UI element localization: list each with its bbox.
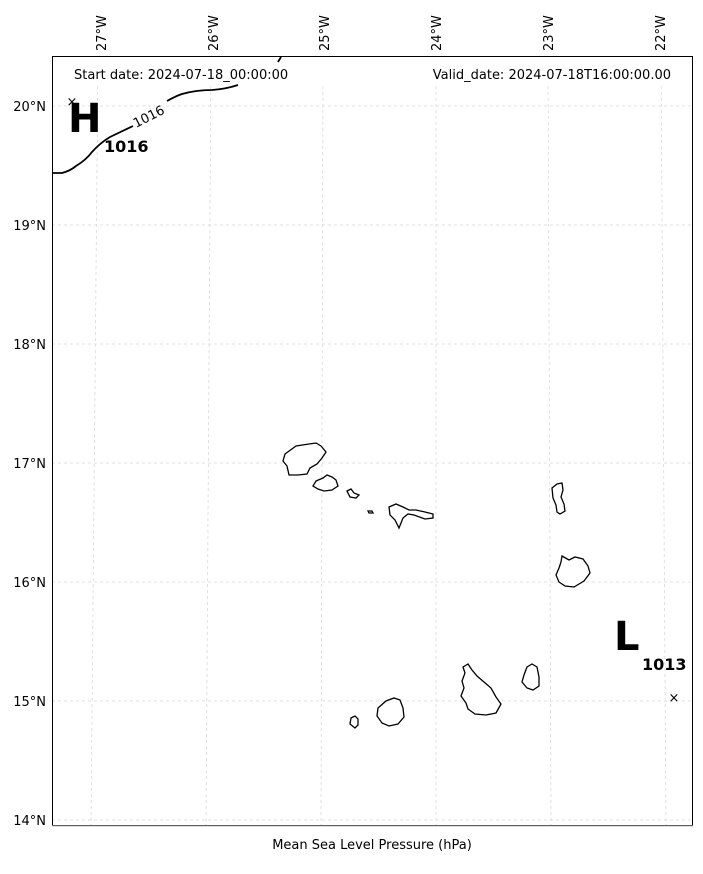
lon-label-26w: 26°W: [207, 15, 222, 51]
meridian-22w: [660, 55, 667, 827]
graticule: [52, 55, 693, 827]
low-cross-icon: ×: [669, 691, 680, 706]
coastlines: [282, 442, 591, 729]
island-brava: [349, 715, 359, 729]
lon-label-24w: 24°W: [430, 15, 445, 51]
lat-label-14n: 14°N: [13, 814, 46, 829]
longitude-labels: 27°W 26°W 25°W 24°W 23°W 22°W: [95, 15, 669, 51]
lat-label-19n: 19°N: [13, 219, 46, 234]
map-frame: [52, 56, 693, 826]
lon-label-22w: 22°W: [654, 15, 669, 51]
header-strip: [53, 57, 692, 85]
lat-label-18n: 18°N: [13, 338, 46, 353]
start-date-label: Start date: 2024-07-18_00:00:00: [74, 68, 288, 83]
island-santa-luzia: [346, 488, 361, 499]
latitude-labels: 20°N 19°N 18°N 17°N 16°N 15°N 14°N: [13, 100, 46, 829]
island-fogo: [376, 697, 405, 727]
island-boa-vista: [555, 554, 591, 588]
meridian-26w: [205, 55, 212, 827]
high-letter: H: [68, 96, 101, 142]
isobar-label: 1016: [131, 103, 167, 131]
lat-label-20n: 20°N: [13, 100, 46, 115]
low-value: 1013: [642, 655, 687, 674]
lon-label-25w: 25°W: [318, 15, 333, 51]
high-value: 1016: [104, 137, 149, 156]
island-santiago: [460, 663, 502, 716]
island-branco: [366, 510, 375, 514]
high-cross-icon: ×: [67, 95, 78, 110]
island-sao-nicolau: [388, 503, 434, 530]
island-maio: [521, 663, 540, 691]
meridian-23w: [547, 55, 552, 827]
lat-label-16n: 16°N: [13, 576, 46, 591]
valid-date-label: Valid_date: 2024-07-18T16:00:00.00: [433, 68, 671, 83]
lat-label-17n: 17°N: [13, 457, 46, 472]
low-pressure-center: L 1013 ×: [614, 614, 687, 706]
lat-label-15n: 15°N: [13, 695, 46, 710]
meridian-25w: [320, 55, 324, 827]
island-santo-antao: [282, 442, 327, 476]
map-caption: Mean Sea Level Pressure (hPa): [272, 838, 472, 853]
low-letter: L: [614, 614, 640, 660]
lon-label-27w: 27°W: [95, 15, 110, 51]
island-sal: [551, 482, 566, 515]
meridian-27w: [90, 55, 99, 827]
high-pressure-center: × H 1016: [67, 95, 149, 156]
lon-label-23w: 23°W: [542, 15, 557, 51]
island-sao-vicente: [312, 474, 339, 492]
